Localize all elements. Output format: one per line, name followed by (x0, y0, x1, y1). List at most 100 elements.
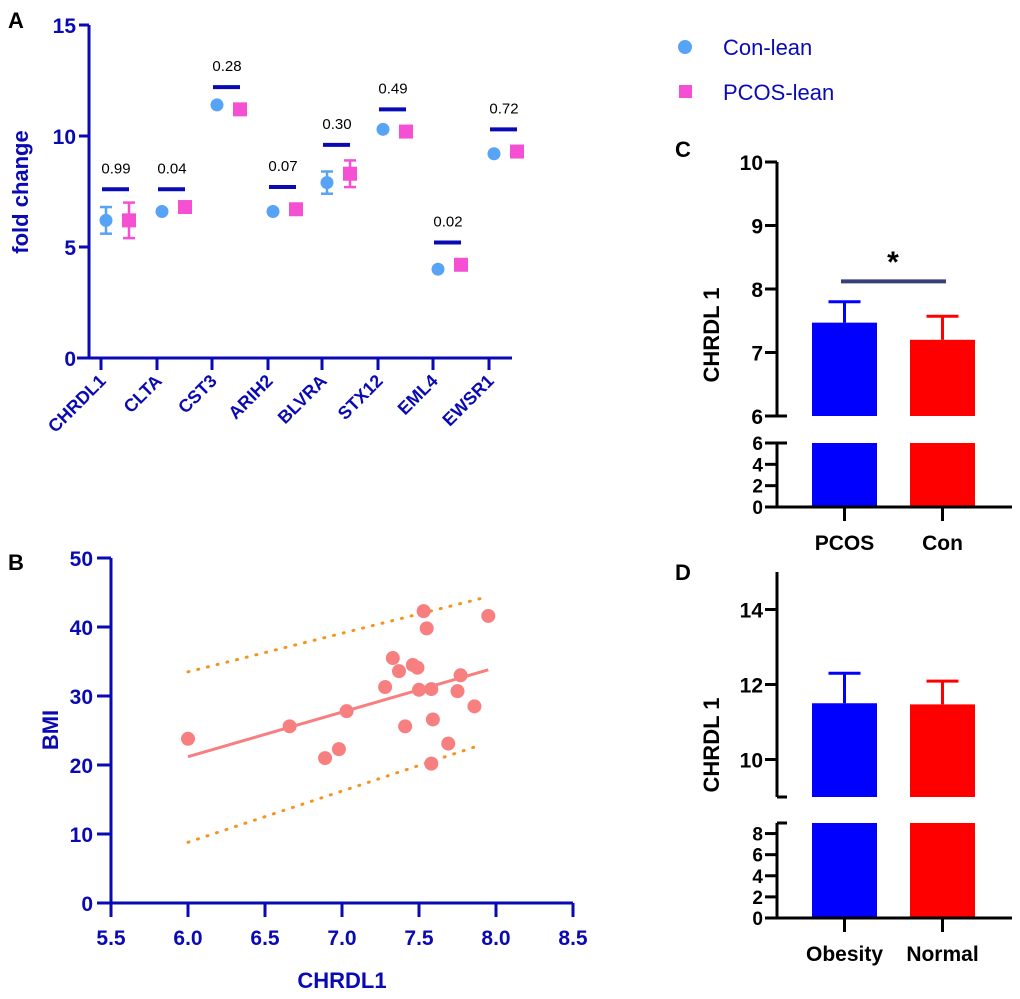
y-tick-label-upper: 14 (740, 600, 764, 623)
y-tick-label-lower: 0 (752, 498, 763, 519)
p-value-label: 0.04 (157, 160, 186, 177)
panel-d-ylabel: CHRDL 1 (699, 698, 724, 793)
panel-b-y-tick-label: 40 (70, 617, 93, 640)
panel-a-category-label: CST3 (174, 371, 221, 418)
scatter-point (378, 680, 393, 695)
y-tick-label-lower: 0 (752, 909, 763, 930)
panel-b-y-tick-label: 10 (70, 824, 93, 847)
scatter-point (424, 756, 439, 771)
panel-a-category-label: EML4 (394, 371, 442, 419)
scatter-point (424, 682, 439, 697)
legend-con-lean-marker (678, 40, 692, 54)
scatter-point (391, 664, 406, 679)
category-label: Obesity (806, 943, 883, 966)
category-label: Con (922, 532, 963, 555)
panel-b-xlabel: CHRDL1 (297, 968, 386, 993)
scatter-point (412, 682, 426, 697)
panel-b-scatter-chart: BMI CHRDL1 0 10 20 30 40 50 5.5 6.0 6.5 7.0 7.5 8.0… (38, 548, 588, 993)
con-lean-point (155, 204, 169, 218)
y-tick-label-lower: 6 (752, 434, 763, 455)
bar-normal-lower (910, 823, 975, 918)
panel-b-x-tick-label: 6.5 (250, 927, 280, 950)
pcos-lean-point (399, 124, 413, 139)
bar-con-upper (910, 339, 975, 416)
p-value-label: 0.72 (489, 100, 518, 117)
legend-con-lean-label: Con-lean (723, 35, 812, 60)
bar-pcos-upper (812, 322, 877, 416)
scatter-point (282, 719, 297, 734)
regression-line (187, 668, 489, 759)
panel-a-y-tick-label: 15 (53, 15, 77, 38)
panel-b-x-tick-label: 8.0 (481, 927, 510, 950)
panel-letter-b: B (8, 550, 24, 575)
scatter-point (410, 660, 425, 675)
y-tick-label-upper: 12 (740, 675, 763, 698)
panel-c-ylabel: CHRDL 1 (699, 288, 724, 383)
bar-con-lower (910, 443, 975, 507)
panel-a-category-label: BLVRA (274, 371, 331, 428)
scatter-point (398, 719, 413, 734)
y-tick-label-upper: 9 (751, 216, 763, 239)
panel-b-y-tick-label: 0 (81, 893, 93, 916)
panel-b-x-tick-label: 8.5 (558, 927, 588, 950)
panel-b-y-tick-label: 50 (70, 548, 93, 571)
legend: Con-lean PCOS-lean (678, 35, 834, 105)
panel-b-x-tick-label: 6.0 (173, 927, 202, 950)
y-tick-label-upper: 8 (751, 279, 763, 302)
panel-b-x-tick-label: 5.5 (96, 927, 126, 950)
scatter-point (450, 684, 465, 699)
scatter-point (481, 608, 496, 623)
con-lean-point (431, 262, 445, 276)
y-tick-label-upper: 6 (751, 406, 763, 429)
y-tick-label-upper: 7 (751, 343, 763, 366)
pcos-lean-point (178, 200, 192, 215)
y-tick-label-lower: 2 (752, 477, 763, 498)
pcos-lean-point (343, 166, 357, 181)
confidence-band-lower (186, 743, 483, 844)
y-tick-label-lower: 8 (752, 825, 763, 846)
scatter-point (453, 668, 468, 683)
con-lean-point (266, 204, 280, 218)
category-label: PCOS (815, 532, 875, 555)
category-label: Normal (906, 943, 978, 966)
panel-letter-a: A (8, 8, 24, 33)
panel-letter-c: C (675, 137, 691, 162)
panel-letter-d: D (675, 560, 691, 585)
y-tick-label-lower: 4 (752, 867, 763, 888)
con-lean-point (210, 98, 224, 112)
legend-pcos-lean-marker (679, 85, 692, 98)
pcos-lean-point (510, 144, 524, 159)
p-value-label: 0.49 (378, 80, 407, 97)
scatter-point (385, 651, 400, 666)
y-tick-label-upper: 10 (740, 152, 763, 175)
scatter-point (467, 699, 482, 714)
con-lean-point (99, 213, 113, 227)
panel-a-category-label: STX12 (334, 371, 387, 424)
scatter-point (416, 604, 431, 619)
pcos-lean-point (454, 257, 468, 272)
pcos-lean-point (122, 213, 136, 228)
panel-b-x-tick-label: 7.0 (327, 927, 356, 950)
panel-b-x-tick-label: 7.5 (404, 927, 434, 950)
scatter-point (339, 704, 354, 719)
con-lean-point (320, 176, 334, 190)
panel-a-y-tick-label: 0 (64, 348, 76, 371)
confidence-band-upper (186, 595, 490, 674)
scatter-point (331, 742, 346, 757)
pcos-lean-point (289, 202, 303, 217)
panel-b-ylabel: BMI (38, 710, 63, 750)
y-tick-label-upper: 10 (740, 750, 763, 773)
bar-normal-upper (910, 704, 975, 797)
y-tick-label-lower: 6 (752, 846, 763, 867)
significance-star: * (887, 246, 899, 279)
panel-a-category-label: CLTA (120, 371, 166, 417)
pcos-lean-point (233, 102, 247, 117)
panel-a-y-tick-label: 5 (64, 237, 76, 260)
p-value-label: 0.07 (268, 158, 297, 175)
scatter-point (425, 712, 440, 727)
panel-a-category-label: EWSR1 (438, 371, 497, 430)
scatter-point (181, 731, 195, 746)
